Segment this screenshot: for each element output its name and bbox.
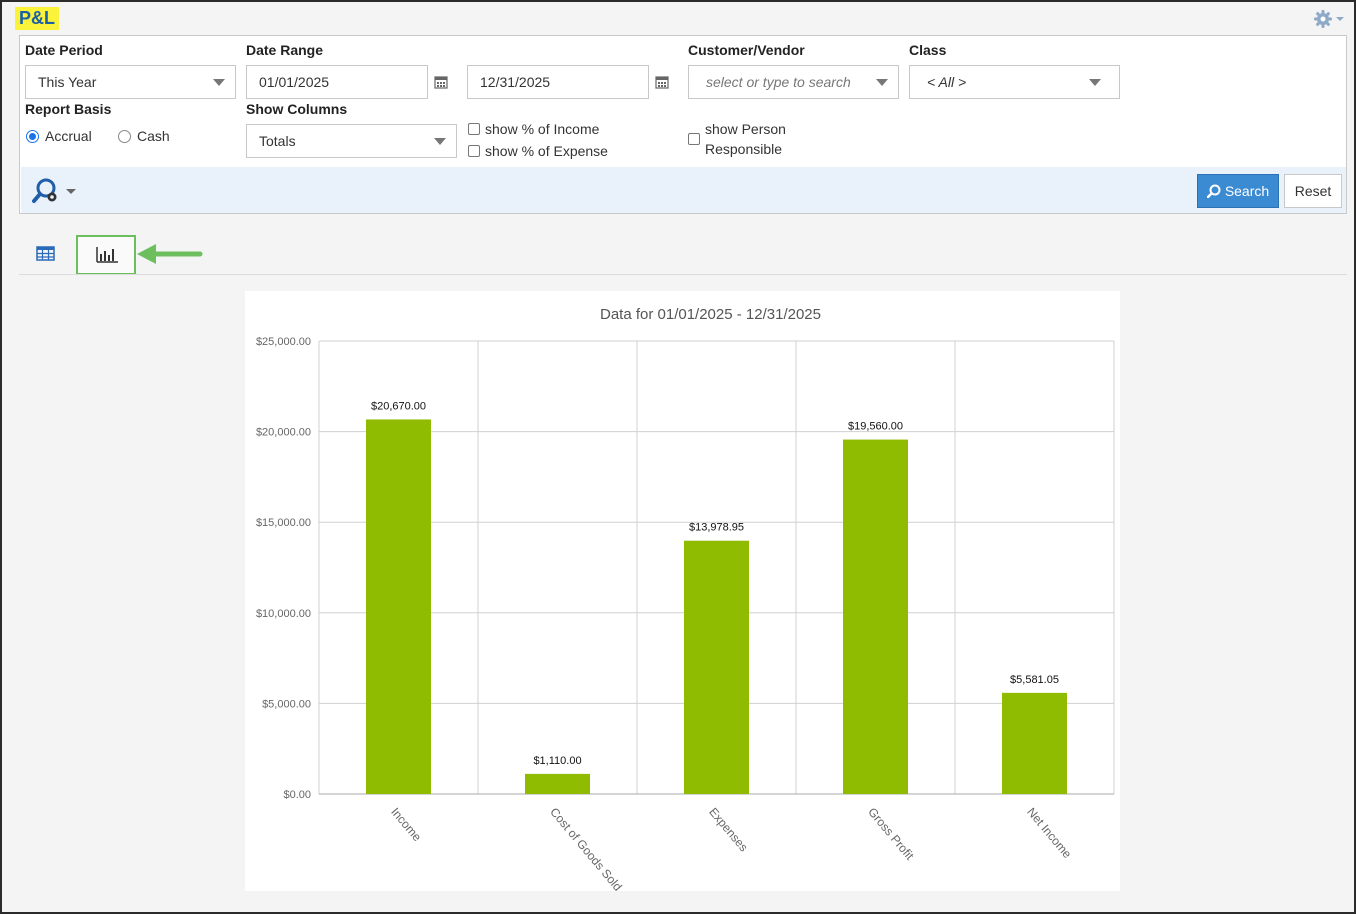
x-tick-label: Gross Profit bbox=[865, 805, 917, 863]
y-tick-label: $0.00 bbox=[283, 789, 311, 801]
date-from-value: 01/01/2025 bbox=[259, 74, 330, 90]
bar bbox=[843, 439, 908, 794]
filter-panel: Date Period This Year Date Range 01/01/2… bbox=[19, 35, 1347, 214]
checkbox-pct-expense-label: show % of Expense bbox=[485, 143, 608, 159]
checkbox[interactable] bbox=[468, 123, 480, 135]
reset-button[interactable]: Reset bbox=[1284, 174, 1342, 208]
search-options-menu[interactable] bbox=[32, 177, 76, 205]
search-button[interactable]: Search bbox=[1197, 174, 1279, 208]
date-period-label: Date Period bbox=[25, 42, 103, 58]
radio-button[interactable] bbox=[118, 129, 131, 143]
date-to-input[interactable]: 12/31/2025 bbox=[467, 65, 649, 99]
date-period-select[interactable]: This Year bbox=[25, 65, 236, 99]
checkbox[interactable] bbox=[468, 145, 480, 157]
calendar-icon[interactable] bbox=[655, 75, 669, 89]
radio-accrual-label: Accrual bbox=[45, 128, 92, 144]
checkbox[interactable] bbox=[688, 133, 700, 145]
chevron-down-icon bbox=[1089, 79, 1101, 86]
page-title: P&L bbox=[15, 7, 59, 30]
date-range-label: Date Range bbox=[246, 42, 324, 58]
radio-button-selected[interactable] bbox=[26, 129, 39, 143]
settings-menu[interactable] bbox=[1313, 9, 1349, 29]
view-divider bbox=[19, 274, 1347, 275]
date-period-value: This Year bbox=[38, 74, 97, 90]
calendar-icon[interactable] bbox=[434, 75, 448, 89]
gear-icon bbox=[1314, 10, 1332, 28]
customer-vendor-label: Customer/Vendor bbox=[688, 42, 805, 58]
chevron-down-icon bbox=[434, 138, 446, 145]
date-from-input[interactable]: 01/01/2025 bbox=[246, 65, 428, 99]
y-tick-label: $20,000.00 bbox=[256, 427, 311, 439]
customer-vendor-select[interactable]: select or type to search bbox=[688, 65, 899, 99]
checkbox-pct-expense[interactable]: show % of Expense bbox=[468, 141, 608, 161]
report-basis-label: Report Basis bbox=[25, 101, 112, 117]
person-label-line2: Responsible bbox=[705, 141, 783, 157]
bar bbox=[684, 540, 749, 794]
checkbox-pct-income-label: show % of Income bbox=[485, 121, 600, 137]
chevron-down-icon bbox=[1336, 17, 1344, 21]
magnifier-icon bbox=[1206, 184, 1221, 198]
customer-vendor-placeholder: select or type to search bbox=[706, 74, 851, 90]
x-tick-label: Expenses bbox=[706, 805, 751, 854]
data-label: $19,560.00 bbox=[848, 421, 903, 433]
y-tick-label: $5,000.00 bbox=[262, 698, 311, 710]
y-tick-label: $15,000.00 bbox=[256, 517, 311, 529]
x-tick-label: Income bbox=[388, 805, 424, 844]
table-icon bbox=[36, 246, 55, 261]
chart-canvas: Data for 01/01/2025 - 12/31/2025 $0.00 $5,… bbox=[256, 306, 1115, 891]
search-gear-icon bbox=[32, 178, 57, 203]
chart-view-button[interactable] bbox=[76, 235, 136, 275]
show-columns-value: Totals bbox=[259, 133, 296, 149]
bar bbox=[525, 773, 590, 794]
chart-title: Data for 01/01/2025 - 12/31/2025 bbox=[600, 306, 821, 323]
date-to-value: 12/31/2025 bbox=[480, 74, 551, 90]
pl-chart: Data for 01/01/2025 - 12/31/2025 $0.00 $5,… bbox=[245, 291, 1120, 891]
x-tick-label: Net Income bbox=[1024, 805, 1074, 861]
checkbox-person-responsible-label: show Person Responsible bbox=[705, 119, 786, 159]
search-button-label: Search bbox=[1224, 183, 1270, 199]
data-label: $1,110.00 bbox=[533, 755, 581, 767]
checkbox-pct-income[interactable]: show % of Income bbox=[468, 119, 599, 139]
chevron-down-icon bbox=[66, 188, 76, 194]
class-value: < All > bbox=[927, 74, 967, 90]
bar bbox=[1002, 692, 1067, 794]
table-view-button[interactable] bbox=[36, 246, 56, 262]
data-label: $20,670.00 bbox=[371, 400, 426, 412]
filter-toolbar: Search Reset bbox=[21, 167, 1346, 213]
bar bbox=[366, 419, 431, 794]
class-select[interactable]: < All > bbox=[909, 65, 1120, 99]
data-label: $13,978.95 bbox=[689, 522, 744, 534]
y-tick-label: $10,000.00 bbox=[256, 608, 311, 620]
person-label-line1: show Person bbox=[705, 121, 786, 137]
chevron-down-icon bbox=[876, 79, 888, 86]
radio-cash[interactable]: Cash bbox=[118, 128, 170, 144]
arrow-left-icon bbox=[137, 244, 203, 264]
show-columns-label: Show Columns bbox=[246, 101, 348, 117]
checkbox-person-responsible[interactable]: show Person Responsible bbox=[688, 119, 786, 159]
y-tick-label: $25,000.00 bbox=[256, 336, 311, 348]
bar-chart-icon bbox=[96, 247, 118, 263]
show-columns-select[interactable]: Totals bbox=[246, 124, 457, 158]
data-label: $5,581.05 bbox=[1010, 674, 1059, 686]
radio-accrual[interactable]: Accrual bbox=[26, 128, 92, 144]
chevron-down-icon bbox=[213, 79, 225, 86]
radio-cash-label: Cash bbox=[137, 128, 170, 144]
x-tick-label: Cost of Goods Sold bbox=[547, 805, 625, 891]
class-label: Class bbox=[909, 42, 947, 58]
